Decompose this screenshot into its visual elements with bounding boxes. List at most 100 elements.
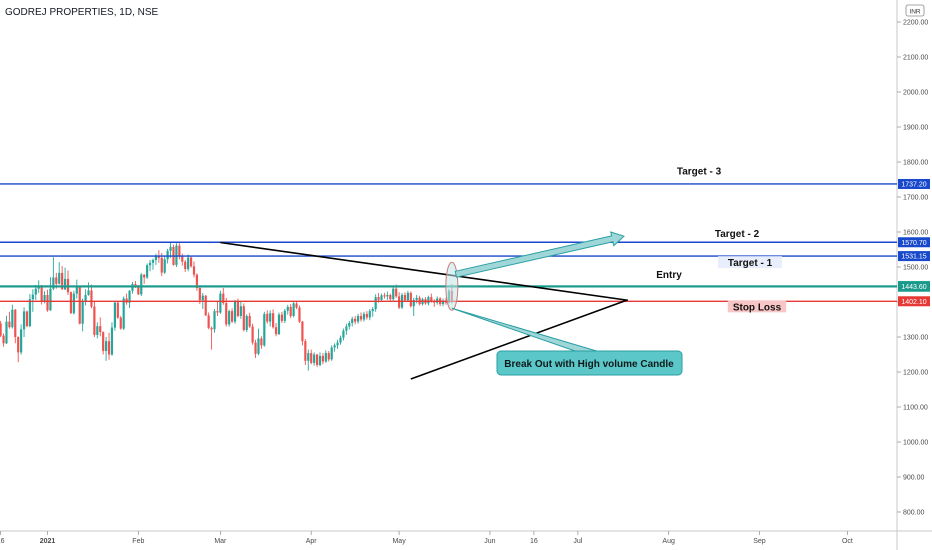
candle — [49, 277, 52, 311]
candle — [245, 314, 248, 333]
candle-body — [433, 301, 436, 303]
trendline — [220, 241, 628, 302]
candle — [148, 260, 152, 272]
candle — [242, 303, 245, 332]
candle-body — [392, 288, 395, 300]
callout-box — [496, 350, 683, 376]
candle-body — [63, 278, 67, 290]
candle-body — [204, 295, 207, 316]
y-tick-label: 2000.00 — [903, 90, 928, 97]
candle — [289, 304, 292, 319]
candle-body — [5, 321, 8, 344]
candle-body — [389, 295, 392, 300]
candle — [163, 256, 166, 274]
candle — [321, 353, 325, 365]
candle-body — [263, 313, 266, 346]
candle-body — [239, 306, 242, 316]
candle — [392, 285, 395, 301]
candle — [172, 244, 175, 266]
candle-body — [304, 341, 307, 361]
candle-body — [318, 355, 322, 365]
candle-body — [409, 292, 412, 307]
candle — [52, 257, 55, 291]
candle — [110, 322, 114, 356]
price-label-box — [898, 251, 930, 262]
candle-body — [289, 306, 292, 316]
candle-body — [163, 259, 166, 273]
candle-body — [230, 311, 234, 322]
candle-body — [105, 341, 108, 351]
candle-body — [365, 313, 368, 318]
candle — [356, 313, 360, 324]
candle — [192, 261, 196, 278]
candle-body — [307, 353, 310, 361]
candle-body — [157, 255, 160, 258]
candle — [195, 273, 199, 291]
candle-body — [333, 345, 336, 348]
candle — [433, 299, 436, 307]
candle-body — [354, 318, 357, 322]
candle-body — [277, 314, 281, 335]
x-axis: 16 2021 Feb Mar Apr May Jun 16 Jul Aug Sep Oct — [0, 531, 853, 545]
price-label: 1443.60 — [901, 284, 926, 291]
candle — [371, 306, 374, 317]
candle-body — [175, 245, 178, 265]
candle — [87, 282, 90, 296]
candle-body — [327, 353, 330, 360]
candle — [403, 292, 407, 302]
candle — [169, 242, 172, 258]
candle — [72, 290, 75, 315]
candle — [274, 323, 278, 337]
price-label: 1402.10 — [901, 299, 926, 306]
candle — [210, 326, 213, 350]
candle-body — [69, 292, 73, 314]
candle-body — [377, 297, 380, 300]
x-tick-label: 16 — [0, 538, 5, 545]
price-label: 1531.15 — [901, 254, 926, 261]
candle-body — [266, 313, 269, 322]
candle — [266, 310, 269, 324]
candle-body — [0, 323, 2, 336]
candle — [187, 254, 190, 272]
candle-body — [116, 302, 119, 318]
candle — [28, 293, 32, 328]
candle — [415, 295, 418, 304]
candle — [354, 316, 357, 325]
candle — [269, 310, 272, 327]
candle-body — [131, 284, 134, 291]
candle-body — [251, 326, 254, 343]
candle-body — [386, 295, 389, 297]
candle-body — [269, 313, 272, 322]
candle-body — [49, 288, 52, 311]
candle-body — [102, 332, 105, 351]
candle-body — [189, 257, 193, 267]
candle-body — [213, 311, 216, 330]
candle — [348, 320, 351, 330]
candle — [116, 301, 119, 319]
candle — [301, 320, 304, 346]
candle — [107, 332, 111, 360]
candle — [351, 316, 354, 327]
candle-body — [43, 295, 46, 302]
breakout-ellipse — [445, 261, 459, 311]
candle-body — [2, 335, 5, 344]
y-tick-label: 800.00 — [903, 510, 925, 517]
candle-body — [128, 290, 131, 303]
candle — [409, 291, 412, 308]
candle — [2, 333, 5, 347]
x-tick-label: Jul — [573, 538, 582, 545]
x-tick-label: 2021 — [40, 538, 56, 545]
currency-badge: INR — [905, 4, 925, 17]
candle-body — [110, 327, 114, 355]
candle — [295, 301, 298, 309]
candle — [389, 293, 392, 302]
candle-body — [233, 301, 237, 322]
candle-body — [260, 338, 263, 346]
candle-body — [295, 303, 298, 308]
y-tick-label: 1700.00 — [903, 195, 928, 202]
candle — [336, 339, 339, 349]
candle-body — [148, 262, 152, 266]
currency-badge-box — [905, 4, 925, 17]
candle — [365, 311, 368, 320]
candle — [189, 255, 193, 268]
